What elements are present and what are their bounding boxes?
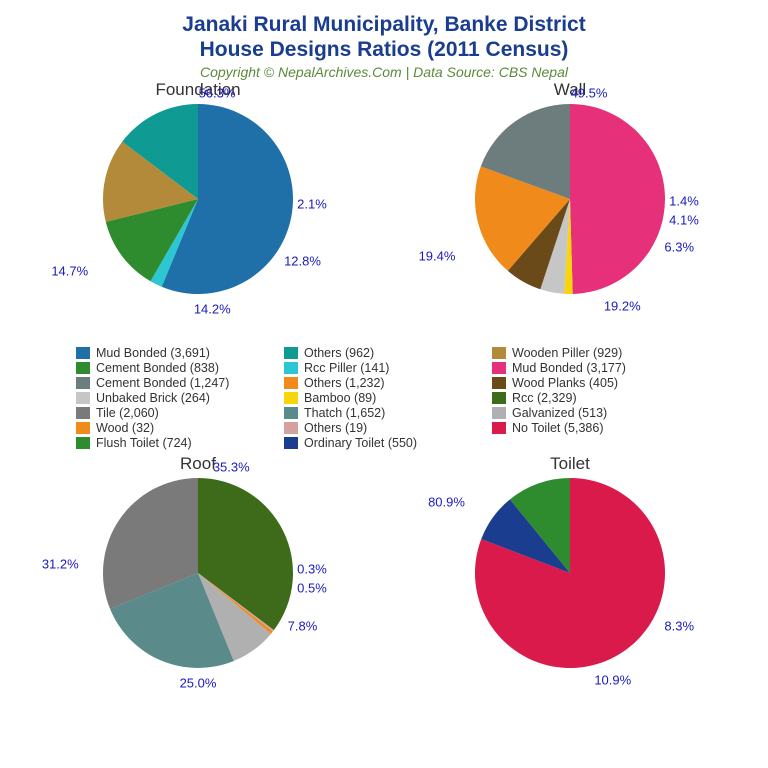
legend-swatch: [284, 362, 298, 374]
legend-item: Others (19): [284, 421, 484, 435]
subtitle: Copyright © NepalArchives.Com | Data Sou…: [12, 64, 756, 80]
legend-swatch: [76, 347, 90, 359]
charts-grid: Foundation 56.3%2.1%12.8%14.2%14.7% Wall…: [12, 80, 756, 714]
legend-item: Cement Bonded (1,247): [76, 376, 276, 390]
legend-swatch: [76, 407, 90, 419]
legend-label: Others (962): [304, 346, 374, 360]
legend-swatch: [492, 392, 506, 404]
legend-label: Thatch (1,652): [304, 406, 385, 420]
legend-swatch: [492, 377, 506, 389]
legend: Mud Bonded (3,691) Others (962) Wooden Pil…: [76, 346, 692, 450]
legend-swatch: [76, 422, 90, 434]
pie-svg: [103, 104, 293, 294]
legend-label: Flush Toilet (724): [96, 436, 192, 450]
legend-item: Rcc Piller (141): [284, 361, 484, 375]
legend-item: Bamboo (89): [284, 391, 484, 405]
legend-label: Tile (2,060): [96, 406, 159, 420]
legend-item: Wood (32): [76, 421, 276, 435]
legend-swatch: [284, 392, 298, 404]
legend-label: No Toilet (5,386): [512, 421, 604, 435]
pie-pct-label: 80.9%: [428, 495, 465, 510]
legend-item: Others (962): [284, 346, 484, 360]
pie-pct-label: 8.3%: [664, 618, 694, 633]
pie-svg: [103, 478, 293, 668]
title-line1: Janaki Rural Municipality, Banke Distric…: [12, 12, 756, 37]
legend-swatch: [76, 362, 90, 374]
pie-pct-label: 6.3%: [664, 239, 694, 254]
pie-pct-label: 49.5%: [571, 85, 608, 100]
legend-label: Mud Bonded (3,691): [96, 346, 210, 360]
legend-item: Tile (2,060): [76, 406, 276, 420]
legend-item: Ordinary Toilet (550): [284, 436, 484, 450]
pie-pct-label: 25.0%: [180, 675, 217, 690]
legend-item: Wooden Piller (929): [492, 346, 692, 360]
legend-swatch: [492, 347, 506, 359]
title-line2: House Designs Ratios (2011 Census): [12, 37, 756, 62]
pie-pct-label: 31.2%: [42, 556, 79, 571]
legend-swatch: [284, 422, 298, 434]
pie-svg: [475, 104, 665, 294]
legend-label: Wood (32): [96, 421, 154, 435]
legend-item: Rcc (2,329): [492, 391, 692, 405]
pie-pct-label: 10.9%: [594, 672, 631, 687]
pie-pct-label: 14.2%: [194, 301, 231, 316]
pie-pct-label: 2.1%: [297, 197, 327, 212]
pie-pct-label: 19.2%: [604, 298, 641, 313]
pie-pct-label: 12.8%: [284, 254, 321, 269]
pie-pct-label: 56.3%: [199, 85, 236, 100]
legend-item: Cement Bonded (838): [76, 361, 276, 375]
legend-label: Mud Bonded (3,177): [512, 361, 626, 375]
legend-swatch: [76, 377, 90, 389]
legend-label: Galvanized (513): [512, 406, 607, 420]
legend-label: Bamboo (89): [304, 391, 376, 405]
pie-pct-label: 0.5%: [297, 580, 327, 595]
legend-item: Mud Bonded (3,691): [76, 346, 276, 360]
legend-swatch: [76, 437, 90, 449]
pie-pct-label: 1.4%: [669, 194, 699, 209]
pie-slice: [570, 104, 665, 294]
legend-label: Ordinary Toilet (550): [304, 436, 417, 450]
legend-swatch: [492, 407, 506, 419]
legend-swatch: [284, 437, 298, 449]
legend-swatch: [284, 377, 298, 389]
pie-svg: [475, 478, 665, 668]
legend-swatch: [76, 392, 90, 404]
legend-label: Cement Bonded (1,247): [96, 376, 229, 390]
foundation-chart: Foundation 56.3%2.1%12.8%14.2%14.7%: [12, 80, 384, 340]
legend-label: Unbaked Brick (264): [96, 391, 210, 405]
roof-title: Roof: [12, 454, 384, 474]
legend-item: Galvanized (513): [492, 406, 692, 420]
legend-label: Others (1,232): [304, 376, 385, 390]
legend-item: Thatch (1,652): [284, 406, 484, 420]
toilet-chart: Toilet 80.9% 8.3% 10.9%: [384, 454, 756, 714]
pie-pct-label: 7.8%: [288, 618, 318, 633]
pie-pct-label: 14.7%: [51, 263, 88, 278]
legend-label: Others (19): [304, 421, 367, 435]
pie-pct-label: 0.3%: [297, 561, 327, 576]
legend-label: Wooden Piller (929): [512, 346, 622, 360]
wall-chart: Wall 49.5%1.4%4.1%6.3%19.2%19.4%: [384, 80, 756, 340]
legend-item: Flush Toilet (724): [76, 436, 276, 450]
legend-swatch: [492, 422, 506, 434]
pie-pct-label: 4.1%: [669, 213, 699, 228]
legend-label: Rcc Piller (141): [304, 361, 389, 375]
legend-row: Mud Bonded (3,691) Others (962) Wooden Pil…: [12, 340, 756, 454]
legend-swatch: [492, 362, 506, 374]
legend-item: Wood Planks (405): [492, 376, 692, 390]
legend-swatch: [284, 407, 298, 419]
pie-pct-label: 19.4%: [419, 249, 456, 264]
toilet-title: Toilet: [384, 454, 756, 474]
pie-pct-label: 35.3%: [213, 459, 250, 474]
legend-item: Mud Bonded (3,177): [492, 361, 692, 375]
legend-item: Unbaked Brick (264): [76, 391, 276, 405]
legend-item: Others (1,232): [284, 376, 484, 390]
roof-chart: Roof 35.3% 0.3% 0.5% 7.8% 25.0% 31.2%: [12, 454, 384, 714]
legend-label: Cement Bonded (838): [96, 361, 219, 375]
title-block: Janaki Rural Municipality, Banke Distric…: [12, 12, 756, 80]
legend-swatch: [284, 347, 298, 359]
legend-item: No Toilet (5,386): [492, 421, 692, 435]
legend-label: Wood Planks (405): [512, 376, 618, 390]
legend-label: Rcc (2,329): [512, 391, 577, 405]
